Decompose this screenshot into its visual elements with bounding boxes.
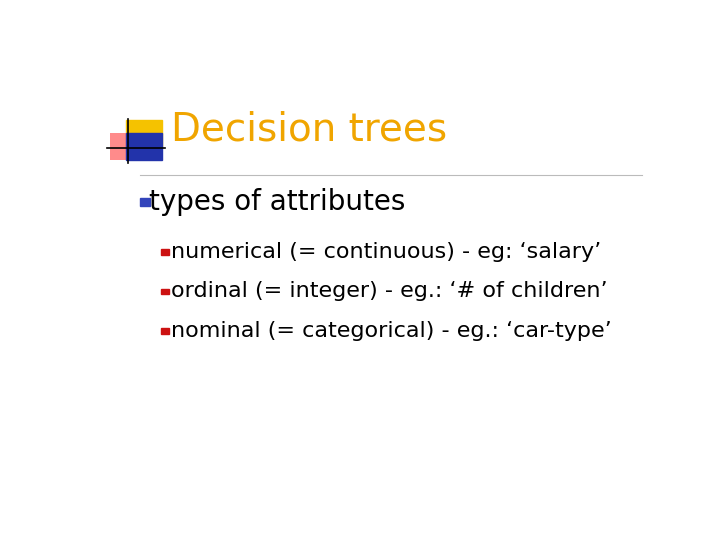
Text: nominal (= categorical) - eg.: ‘car-type’: nominal (= categorical) - eg.: ‘car-type… (171, 321, 612, 341)
Text: ordinal (= integer) - eg.: ‘# of children’: ordinal (= integer) - eg.: ‘# of childre… (171, 281, 608, 301)
Bar (161, 289, 168, 294)
Bar (140, 198, 150, 206)
FancyBboxPatch shape (109, 133, 145, 160)
Text: numerical (= continuous) - eg: ‘salary’: numerical (= continuous) - eg: ‘salary’ (171, 242, 601, 262)
Bar (126, 120, 162, 147)
Bar (161, 249, 168, 255)
Bar (161, 328, 168, 334)
Bar (126, 133, 162, 160)
Text: Decision trees: Decision trees (171, 110, 447, 148)
Text: types of attributes: types of attributes (148, 188, 405, 216)
